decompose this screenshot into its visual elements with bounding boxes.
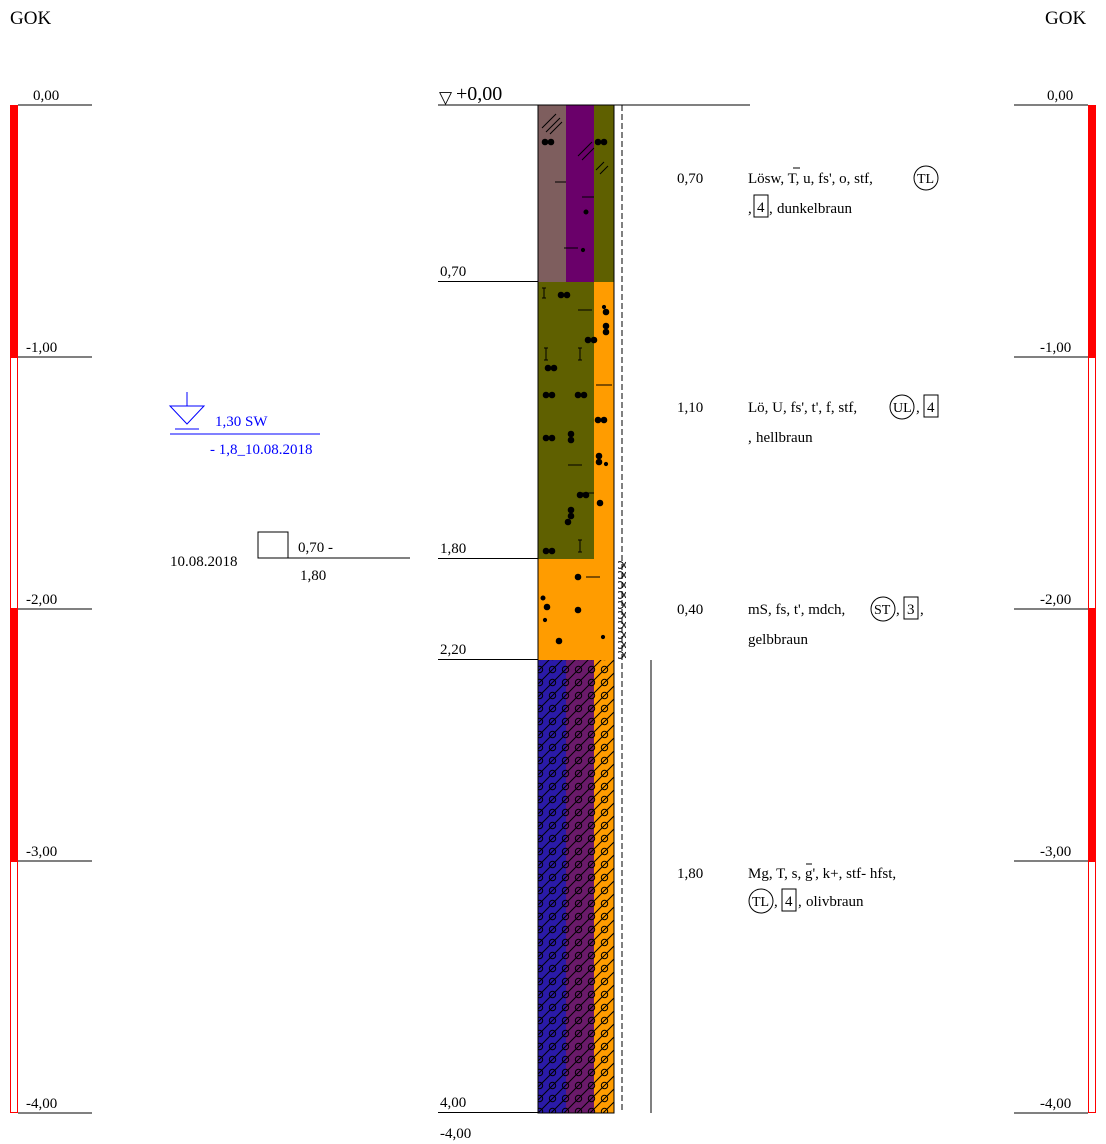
pattern-silt-icon <box>542 287 612 555</box>
soil-group-label: TL <box>917 172 934 187</box>
soil-class-label: 3 <box>907 602 915 618</box>
layer-desc-text: Mg, T, s, g', k+, stf- hfst, <box>748 866 896 882</box>
layer-thickness: 0,70 <box>677 171 703 187</box>
layer-1-block <box>538 105 614 282</box>
layer-depth-label: 1,80 <box>440 541 466 557</box>
depth-scale-left: 0,00 -1,00 -2,00 -3,00 -4,00 <box>10 88 92 1114</box>
layer-boundaries: 0,70 1,80 2,20 4,00 -4,00 <box>438 264 538 1142</box>
ground-level-marker: ▽ +0,00 <box>438 83 750 107</box>
scale-label: -3,00 <box>26 844 57 860</box>
soil-group-circle <box>748 888 774 914</box>
groundwater-triangle-icon <box>168 405 206 425</box>
sample-range-top: 0,70 - <box>298 540 333 556</box>
layer-2-block <box>538 282 614 559</box>
scale-label: 0,00 <box>1047 88 1073 104</box>
soil-class-box <box>781 888 797 912</box>
layer-color-text: dunkelbraun <box>777 201 852 217</box>
svg-text:,: , <box>769 201 773 217</box>
scale-label: -3,00 <box>1040 844 1071 860</box>
layer-color-text: gelbbraun <box>748 632 808 648</box>
layer-desc-text: Lösw, T, u, fs', o, stf, <box>748 171 873 187</box>
layer-desc-text: Lö, U, fs', t', f, stf, <box>748 400 857 416</box>
soil-class-label: 4 <box>757 200 765 216</box>
scale-segment-white <box>1088 861 1096 1113</box>
scale-label: -1,00 <box>1040 340 1071 356</box>
scale-segment-red <box>1088 609 1096 861</box>
soil-group-label: UL <box>893 401 912 416</box>
groundwater-date: - 1,8_10.08.2018 <box>210 442 313 458</box>
pattern-gravel-icon <box>538 660 614 1113</box>
pattern-silt-icon <box>541 138 608 253</box>
layer-3-block <box>538 559 614 660</box>
layer-desc-text: mS, fs, t', mdch, <box>748 602 845 618</box>
groundwater-annotation: 1,30 SW - 1,8_10.08.2018 <box>168 392 320 458</box>
layer-description-4: 1,80 Mg, T, s, g', k+, stf- hfst, TL , 4… <box>677 863 896 914</box>
scale-label: -4,00 <box>26 1096 57 1112</box>
scale-segment-red <box>1088 105 1096 357</box>
svg-text:,: , <box>920 602 924 618</box>
scale-label: -2,00 <box>26 592 57 608</box>
sample-date: 10.08.2018 <box>170 554 238 570</box>
bottom-depth-label: -4,00 <box>440 1126 471 1142</box>
soil-group-label: TL <box>752 895 769 910</box>
svg-text:,: , <box>896 602 900 618</box>
svg-text:,: , <box>774 894 778 910</box>
depth-scale-right: 0,00 -1,00 -2,00 -3,00 -4,00 <box>1014 88 1096 1114</box>
soil-group-circle <box>913 165 939 191</box>
soil-class-box <box>903 596 919 620</box>
scale-segment-red <box>10 105 18 357</box>
svg-text:,: , <box>916 400 920 416</box>
layer-depth-label: 4,00 <box>440 1095 466 1111</box>
layer-thickness: 1,10 <box>677 400 703 416</box>
layer-thickness: 1,80 <box>677 866 703 882</box>
scale-segment-white <box>10 357 18 609</box>
soil-class-box <box>753 194 769 218</box>
soil-class-label: 4 <box>785 894 793 910</box>
soil-group-circle <box>889 394 915 420</box>
scale-segment-white <box>1088 357 1096 609</box>
sand-filter-marker <box>618 559 626 659</box>
borehole-column <box>537 104 652 1114</box>
scale-label: 0,00 <box>33 88 59 104</box>
ground-level-value: +0,00 <box>456 83 502 105</box>
layer-depth-label: 0,70 <box>440 264 466 280</box>
soil-group-label: ST <box>874 603 891 618</box>
svg-text:,: , <box>748 201 752 217</box>
gok-label-left: GOK <box>10 8 51 29</box>
layer-4-block <box>538 660 614 1113</box>
svg-text:,: , <box>748 430 752 446</box>
pattern-sand-icon <box>540 573 606 645</box>
layer-thickness: 0,40 <box>677 602 703 618</box>
layer-color-text: olivbraun <box>806 894 864 910</box>
gok-label-right: GOK <box>1045 8 1086 29</box>
pattern-loess-icon <box>541 113 609 175</box>
layer-description-1: 0,70 Lösw, T, u, fs', o, stf, TL , 4 , d… <box>677 165 939 218</box>
soil-group-circle <box>870 596 896 622</box>
scale-segment-white <box>10 861 18 1113</box>
soil-class-label: 4 <box>927 400 935 416</box>
groundwater-level: 1,30 SW <box>215 414 268 430</box>
layer-description-3: 0,40 mS, fs, t', mdch, ST , 3 , gelbbrau… <box>677 596 924 648</box>
layer-description-2: 1,10 Lö, U, fs', t', f, stf, UL , 4 , he… <box>677 394 939 446</box>
svg-text:,: , <box>798 894 802 910</box>
scale-label: -2,00 <box>1040 592 1071 608</box>
scale-label: -4,00 <box>1040 1096 1071 1112</box>
triangle-down-icon: ▽ <box>439 88 453 107</box>
scale-label: -1,00 <box>26 340 57 356</box>
sample-box-icon <box>257 531 289 559</box>
scale-segment-red <box>10 609 18 861</box>
layer-color-text: hellbraun <box>756 430 813 446</box>
soil-class-box <box>923 394 939 418</box>
sample-annotation: 10.08.2018 0,70 - 1,80 <box>170 531 410 584</box>
sample-range-bottom: 1,80 <box>300 568 326 584</box>
layer-depth-label: 2,20 <box>440 642 466 658</box>
